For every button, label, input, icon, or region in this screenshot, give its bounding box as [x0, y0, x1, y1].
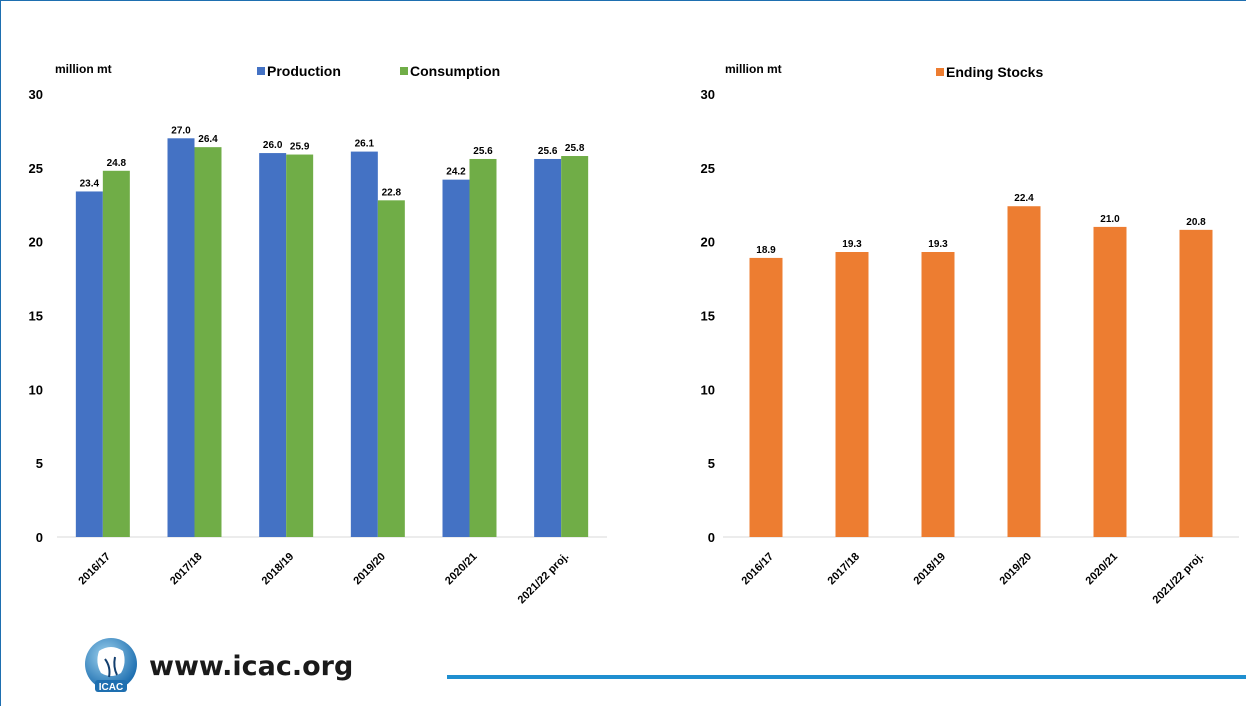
bar-production	[442, 179, 470, 537]
y-tick-label: 25	[29, 161, 43, 176]
legend-swatch	[257, 67, 265, 75]
y-tick-label: 10	[29, 382, 43, 397]
y-tick-label: 20	[29, 235, 43, 250]
y-tick-label: 15	[701, 309, 715, 324]
bar-ending-stocks	[1093, 226, 1127, 537]
data-label: 25.8	[565, 143, 585, 154]
x-tick-label: 2020/21	[1084, 551, 1121, 588]
footer-divider	[447, 675, 1246, 679]
bar-consumption	[102, 170, 130, 537]
x-tick-label: 2018/19	[260, 551, 297, 588]
bar-ending-stocks	[835, 252, 869, 537]
y-tick-label: 10	[701, 382, 715, 397]
data-label: 21.0	[1100, 214, 1120, 225]
bar-consumption	[194, 147, 222, 537]
data-label: 26.0	[263, 140, 283, 151]
data-label: 24.8	[107, 158, 127, 169]
x-tick-label: 2016/17	[740, 551, 777, 588]
bar-ending-stocks	[1007, 206, 1041, 537]
data-label: 19.3	[842, 239, 862, 250]
data-label: 19.3	[928, 239, 948, 250]
y-tick-label: 30	[29, 87, 43, 102]
x-tick-label: 2017/18	[168, 551, 205, 588]
y-tick-label: 20	[701, 235, 715, 250]
legend-swatch	[400, 67, 408, 75]
x-tick-label: 2019/20	[351, 551, 388, 588]
bar-ending-stocks	[749, 257, 783, 537]
icac-logo: ICAC www.icac.org	[81, 637, 353, 695]
data-label: 26.1	[355, 139, 375, 150]
data-label: 20.8	[1186, 217, 1206, 228]
data-label: 22.8	[382, 187, 402, 198]
bar-production	[167, 138, 195, 538]
bar-consumption	[286, 154, 314, 537]
data-label: 26.4	[198, 134, 218, 145]
bar-production	[75, 191, 103, 537]
y-tick-label: 15	[29, 309, 43, 324]
y-tick-label: 0	[708, 530, 715, 545]
bar-production	[259, 153, 287, 538]
data-label: 23.4	[80, 178, 100, 189]
bar-consumption	[561, 156, 589, 537]
y-tick-label: 25	[701, 161, 715, 176]
x-tick-label: 2017/18	[826, 551, 863, 588]
data-label: 25.6	[538, 146, 558, 157]
y-tick-label: 30	[701, 87, 715, 102]
y-tick-label: 0	[36, 530, 43, 545]
y-tick-label: 5	[36, 456, 43, 471]
legend-entry: Production	[267, 63, 341, 79]
bar-production	[534, 158, 562, 537]
x-tick-label: 2016/17	[76, 551, 113, 588]
y-tick-label: 5	[708, 456, 715, 471]
x-tick-label: 2020/21	[443, 551, 480, 588]
data-label: 22.4	[1014, 193, 1034, 204]
data-label: 25.6	[473, 146, 493, 157]
x-tick-label: 2019/20	[998, 551, 1035, 588]
bar-consumption	[377, 200, 405, 537]
x-tick-label: 2018/19	[912, 551, 949, 588]
data-label: 24.2	[446, 167, 466, 178]
bar-ending-stocks	[921, 252, 955, 537]
data-label: 18.9	[756, 245, 776, 256]
x-tick-label: 2021/22 proj.	[1151, 551, 1207, 607]
logo-text: ICAC	[99, 682, 123, 693]
legend-entry: Consumption	[410, 63, 500, 79]
y-unit-label: million mt	[55, 62, 112, 76]
production-consumption-chart: million mt 0 5 10 15 20 25 30 23.4 24.8 2016/17 27.…	[29, 62, 607, 607]
data-label: 25.9	[290, 142, 310, 153]
website-url[interactable]: www.icac.org	[149, 650, 354, 682]
ending-stocks-chart: million mt 0 5 10 15 20 25 30 18.9 2016/17 19.3 201…	[701, 62, 1239, 607]
y-unit-label: million mt	[725, 62, 782, 76]
bar-production	[350, 151, 378, 537]
bar-consumption	[469, 158, 497, 537]
data-label: 27.0	[171, 125, 191, 136]
icac-logo-icon: ICAC	[85, 638, 137, 693]
bar-ending-stocks	[1179, 229, 1213, 537]
legend-swatch	[936, 68, 944, 76]
legend-entry: Ending Stocks	[946, 64, 1043, 80]
x-tick-label: 2021/22 proj.	[516, 551, 572, 607]
